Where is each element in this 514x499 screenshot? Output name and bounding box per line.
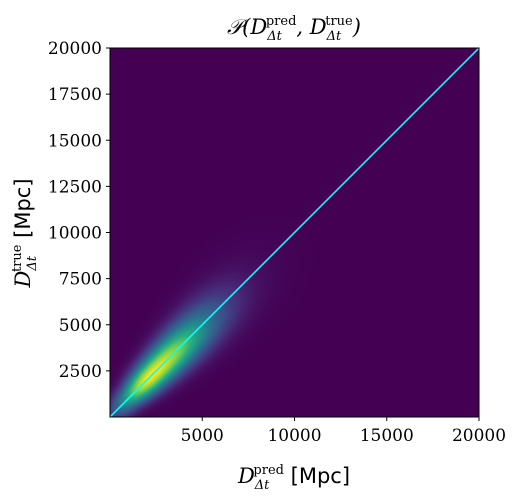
reference-line — [110, 48, 479, 417]
title-d1: D — [249, 15, 267, 39]
title-d2: D — [309, 15, 327, 39]
title-d2-sup: true — [325, 14, 353, 29]
y-tick-label: 7500 — [59, 270, 102, 290]
y-tick-label: 5000 — [59, 316, 102, 336]
y-tick-label: 2500 — [59, 362, 102, 382]
x-tick-label: 5000 — [181, 426, 224, 446]
y-tick-label: 12500 — [48, 177, 102, 197]
title-comma: , — [296, 15, 309, 39]
x-tick-label: 10000 — [267, 426, 321, 446]
title-d1-sup: pred — [266, 14, 297, 29]
chart-title: 𝒫(DΔtpred, DΔttrue) — [227, 14, 361, 44]
title-d1-sub: Δt — [266, 29, 282, 44]
x-axis-label: DΔtpred [Mpc] — [237, 463, 350, 493]
plot-area — [110, 48, 479, 417]
x-tick-label: 15000 — [360, 426, 414, 446]
y-tick-label: 20000 — [48, 39, 102, 59]
y-tick-label: 15000 — [48, 131, 102, 151]
title-d2-sub: Δt — [326, 29, 342, 44]
title-close: ) — [352, 15, 361, 39]
y-axis-ticks: 2500 5000 7500 10000 12500 15000 17500 20000 — [48, 39, 110, 382]
x-tick-label: 20000 — [452, 426, 506, 446]
y-axis-label: DΔttrue [Mpc] — [10, 178, 40, 288]
x-axis-ticks: 5000 10000 15000 20000 — [181, 417, 506, 446]
y-tick-label: 17500 — [48, 85, 102, 105]
y-tick-label: 10000 — [48, 224, 102, 244]
title-p: 𝒫( — [227, 15, 251, 39]
